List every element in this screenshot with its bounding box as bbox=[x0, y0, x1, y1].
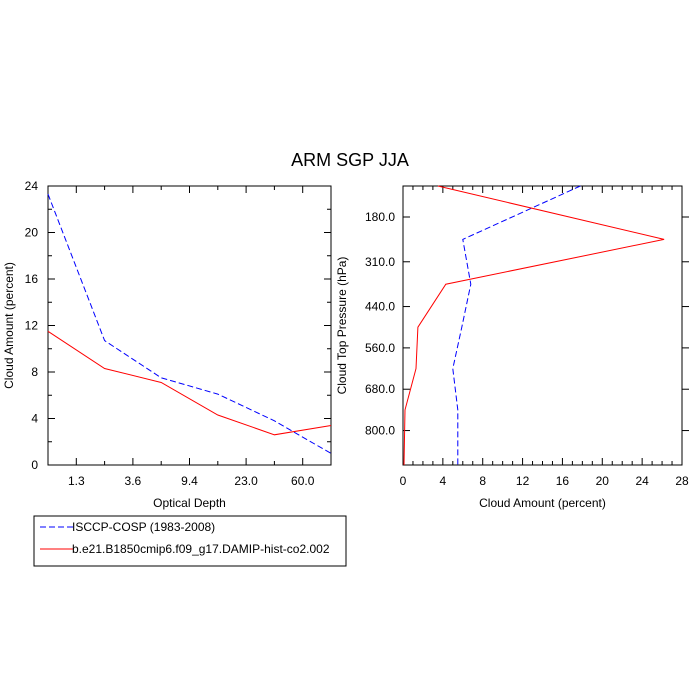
y-tick-label: 440.0 bbox=[365, 300, 395, 314]
legend: ISCCP-COSP (1983-2008) b.e21.B1850cmip6.… bbox=[33, 515, 347, 567]
x-tick-label: 16 bbox=[556, 474, 570, 488]
x-tick-label: 28 bbox=[675, 474, 689, 488]
x-tick-label: 1.3 bbox=[68, 474, 85, 488]
y-tick-label: 310.0 bbox=[365, 255, 395, 269]
y-tick-label: 16 bbox=[25, 272, 39, 286]
x-tick-label: 8 bbox=[479, 474, 486, 488]
x-tick-label: 24 bbox=[635, 474, 649, 488]
series-line-model bbox=[47, 330, 332, 436]
x-tick-label: 12 bbox=[516, 474, 530, 488]
y-tick-label: 20 bbox=[25, 226, 39, 240]
y-axis-label: Cloud Top Pressure (hPa) bbox=[335, 257, 349, 395]
x-tick-label: 4 bbox=[440, 474, 447, 488]
optical-depth-panel-frame bbox=[47, 185, 332, 466]
legend-box bbox=[33, 515, 347, 567]
y-tick-label: 800.0 bbox=[365, 424, 395, 438]
y-tick-label: 180.0 bbox=[365, 210, 395, 224]
legend-label-model: b.e21.B1850cmip6.f09_g17.DAMIP-hist-co2.… bbox=[72, 542, 330, 556]
legend-label-isccp: ISCCP-COSP (1983-2008) bbox=[72, 520, 215, 534]
series-line-model bbox=[403, 185, 665, 466]
y-tick-label: 0 bbox=[31, 458, 38, 472]
x-tick-label: 20 bbox=[596, 474, 610, 488]
x-axis-label: Optical Depth bbox=[153, 496, 226, 510]
series-line-isccp bbox=[47, 193, 332, 454]
x-tick-label: 0 bbox=[400, 474, 407, 488]
y-tick-label: 8 bbox=[31, 365, 38, 379]
x-tick-label: 60.0 bbox=[291, 474, 315, 488]
y-axis-label: Cloud Amount (percent) bbox=[2, 262, 16, 389]
chart-title: ARM SGP JJA bbox=[291, 150, 409, 170]
y-tick-label: 560.0 bbox=[365, 341, 395, 355]
x-tick-label: 23.0 bbox=[234, 474, 258, 488]
y-tick-label: 4 bbox=[31, 412, 38, 426]
pressure-panel-frame bbox=[402, 185, 683, 466]
series-line-isccp bbox=[452, 185, 581, 465]
y-tick-label: 680.0 bbox=[365, 382, 395, 396]
x-tick-label: 3.6 bbox=[125, 474, 142, 488]
y-tick-label: 12 bbox=[25, 319, 39, 333]
optical-depth-panel: 1.3 3.6 9.4 23.0 60.0 0 4 8 12 16 20 24 Optical Dept… bbox=[2, 179, 332, 510]
x-axis-label: Cloud Amount (percent) bbox=[479, 496, 606, 510]
x-tick-label: 9.4 bbox=[181, 474, 198, 488]
pressure-panel: 0 4 8 12 16 20 24 28 180.0 310.0 440.0 560.0 680.0 80… bbox=[335, 185, 689, 510]
y-tick-label: 24 bbox=[25, 179, 39, 193]
